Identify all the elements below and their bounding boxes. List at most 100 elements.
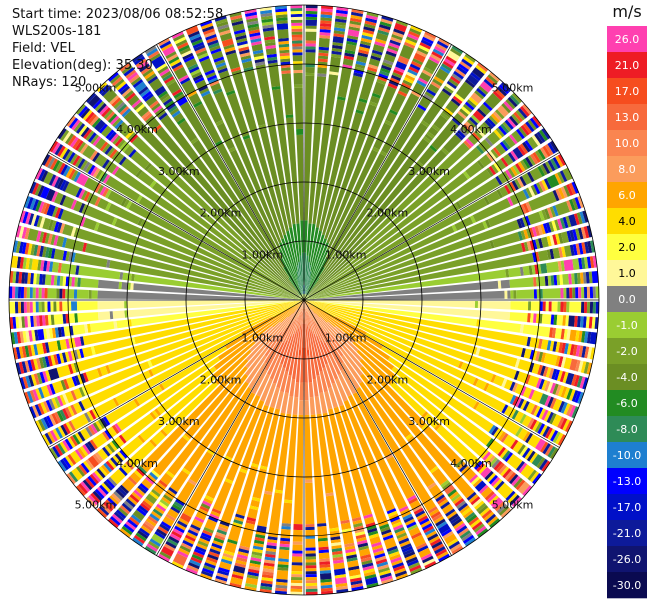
velocity-gate [356,100,367,112]
velocity-gate [305,524,315,528]
velocity-gate [20,286,24,299]
velocity-gate [527,417,535,429]
velocity-gate [255,534,266,539]
velocity-gate [54,176,62,189]
velocity-gate [308,260,350,297]
velocity-gate [313,333,326,369]
velocity-gate [493,460,503,471]
velocity-gate [515,163,523,174]
velocity-gate [417,515,428,523]
velocity-gate [544,275,549,286]
velocity-gate [360,373,411,438]
velocity-gate [533,183,541,195]
velocity-gate [479,154,492,168]
velocity-gate [305,16,318,20]
velocity-gate [487,455,496,465]
velocity-gate [548,221,555,233]
velocity-gate [80,462,90,474]
velocity-gate [292,52,303,56]
velocity-gate [87,323,92,333]
velocity-gate [246,17,258,23]
velocity-gate [40,402,48,414]
colorbar-tick-label: 26.0 [615,33,640,46]
velocity-gate [123,90,134,100]
velocity-gate [217,24,229,31]
velocity-gate [232,571,245,577]
velocity-gate [575,287,579,299]
velocity-gate [239,468,248,474]
velocity-gate [372,44,385,53]
velocity-gate [368,533,380,539]
velocity-gate [264,559,275,564]
velocity-gate [487,205,524,227]
velocity-gate [562,273,569,285]
velocity-gate [26,287,30,299]
velocity-gate [323,342,331,354]
velocity-gate [202,529,213,537]
velocity-gate [557,218,563,230]
velocity-gate [160,70,172,79]
velocity-gate [248,568,260,574]
velocity-gate [305,308,308,327]
velocity-gate [214,349,252,385]
velocity-gate [121,502,132,513]
velocity-gate [572,287,576,299]
velocity-gate [399,540,411,548]
velocity-gate [68,168,76,180]
velocity-gate [296,300,304,310]
velocity-gate [506,472,517,483]
velocity-gate [584,346,590,359]
velocity-gate [442,109,452,118]
velocity-gate [591,316,596,329]
velocity-gate [542,145,551,157]
velocity-gate [492,111,503,122]
velocity-gate [44,232,50,244]
velocity-gate [385,453,393,460]
velocity-gate [254,58,265,64]
velocity-gate [316,99,346,228]
velocity-gate [580,316,584,328]
velocity-gate [161,496,171,505]
velocity-gate [198,537,210,545]
velocity-gate [141,500,152,510]
velocity-gate [115,488,126,499]
velocity-gate [224,46,236,53]
velocity-gate [205,34,217,41]
velocity-gate [487,131,501,145]
velocity-gate [575,345,581,357]
velocity-gate [41,274,46,285]
velocity-gate [125,92,136,102]
velocity-gate [40,202,48,214]
velocity-gate [537,224,543,236]
velocity-gate [320,587,333,592]
velocity-gate [262,568,274,573]
velocity-gate [85,477,95,489]
velocity-gate [38,357,45,369]
velocity-gate [57,426,66,438]
velocity-gate [579,376,586,389]
velocity-gate [70,363,77,374]
velocity-gate [156,528,167,537]
velocity-gate [260,408,280,468]
velocity-gate [360,40,372,46]
velocity-gate [425,164,433,172]
velocity-gate [190,36,202,44]
velocity-gate [492,147,502,157]
velocity-gate [581,346,587,358]
velocity-gate [499,448,509,459]
velocity-gate [533,277,537,287]
velocity-gate [539,393,549,406]
velocity-gate [431,541,443,549]
range-ring-label: 1.00km [242,332,284,345]
velocity-gate [504,452,514,463]
velocity-gate [131,300,304,327]
velocity-gate [378,26,390,33]
velocity-gate [319,392,328,414]
velocity-gate [130,282,134,290]
velocity-gate [504,119,514,130]
velocity-gate [304,294,306,300]
velocity-gate [27,345,33,357]
velocity-gate [82,161,91,172]
velocity-gate [236,37,248,44]
velocity-gate [372,81,386,96]
